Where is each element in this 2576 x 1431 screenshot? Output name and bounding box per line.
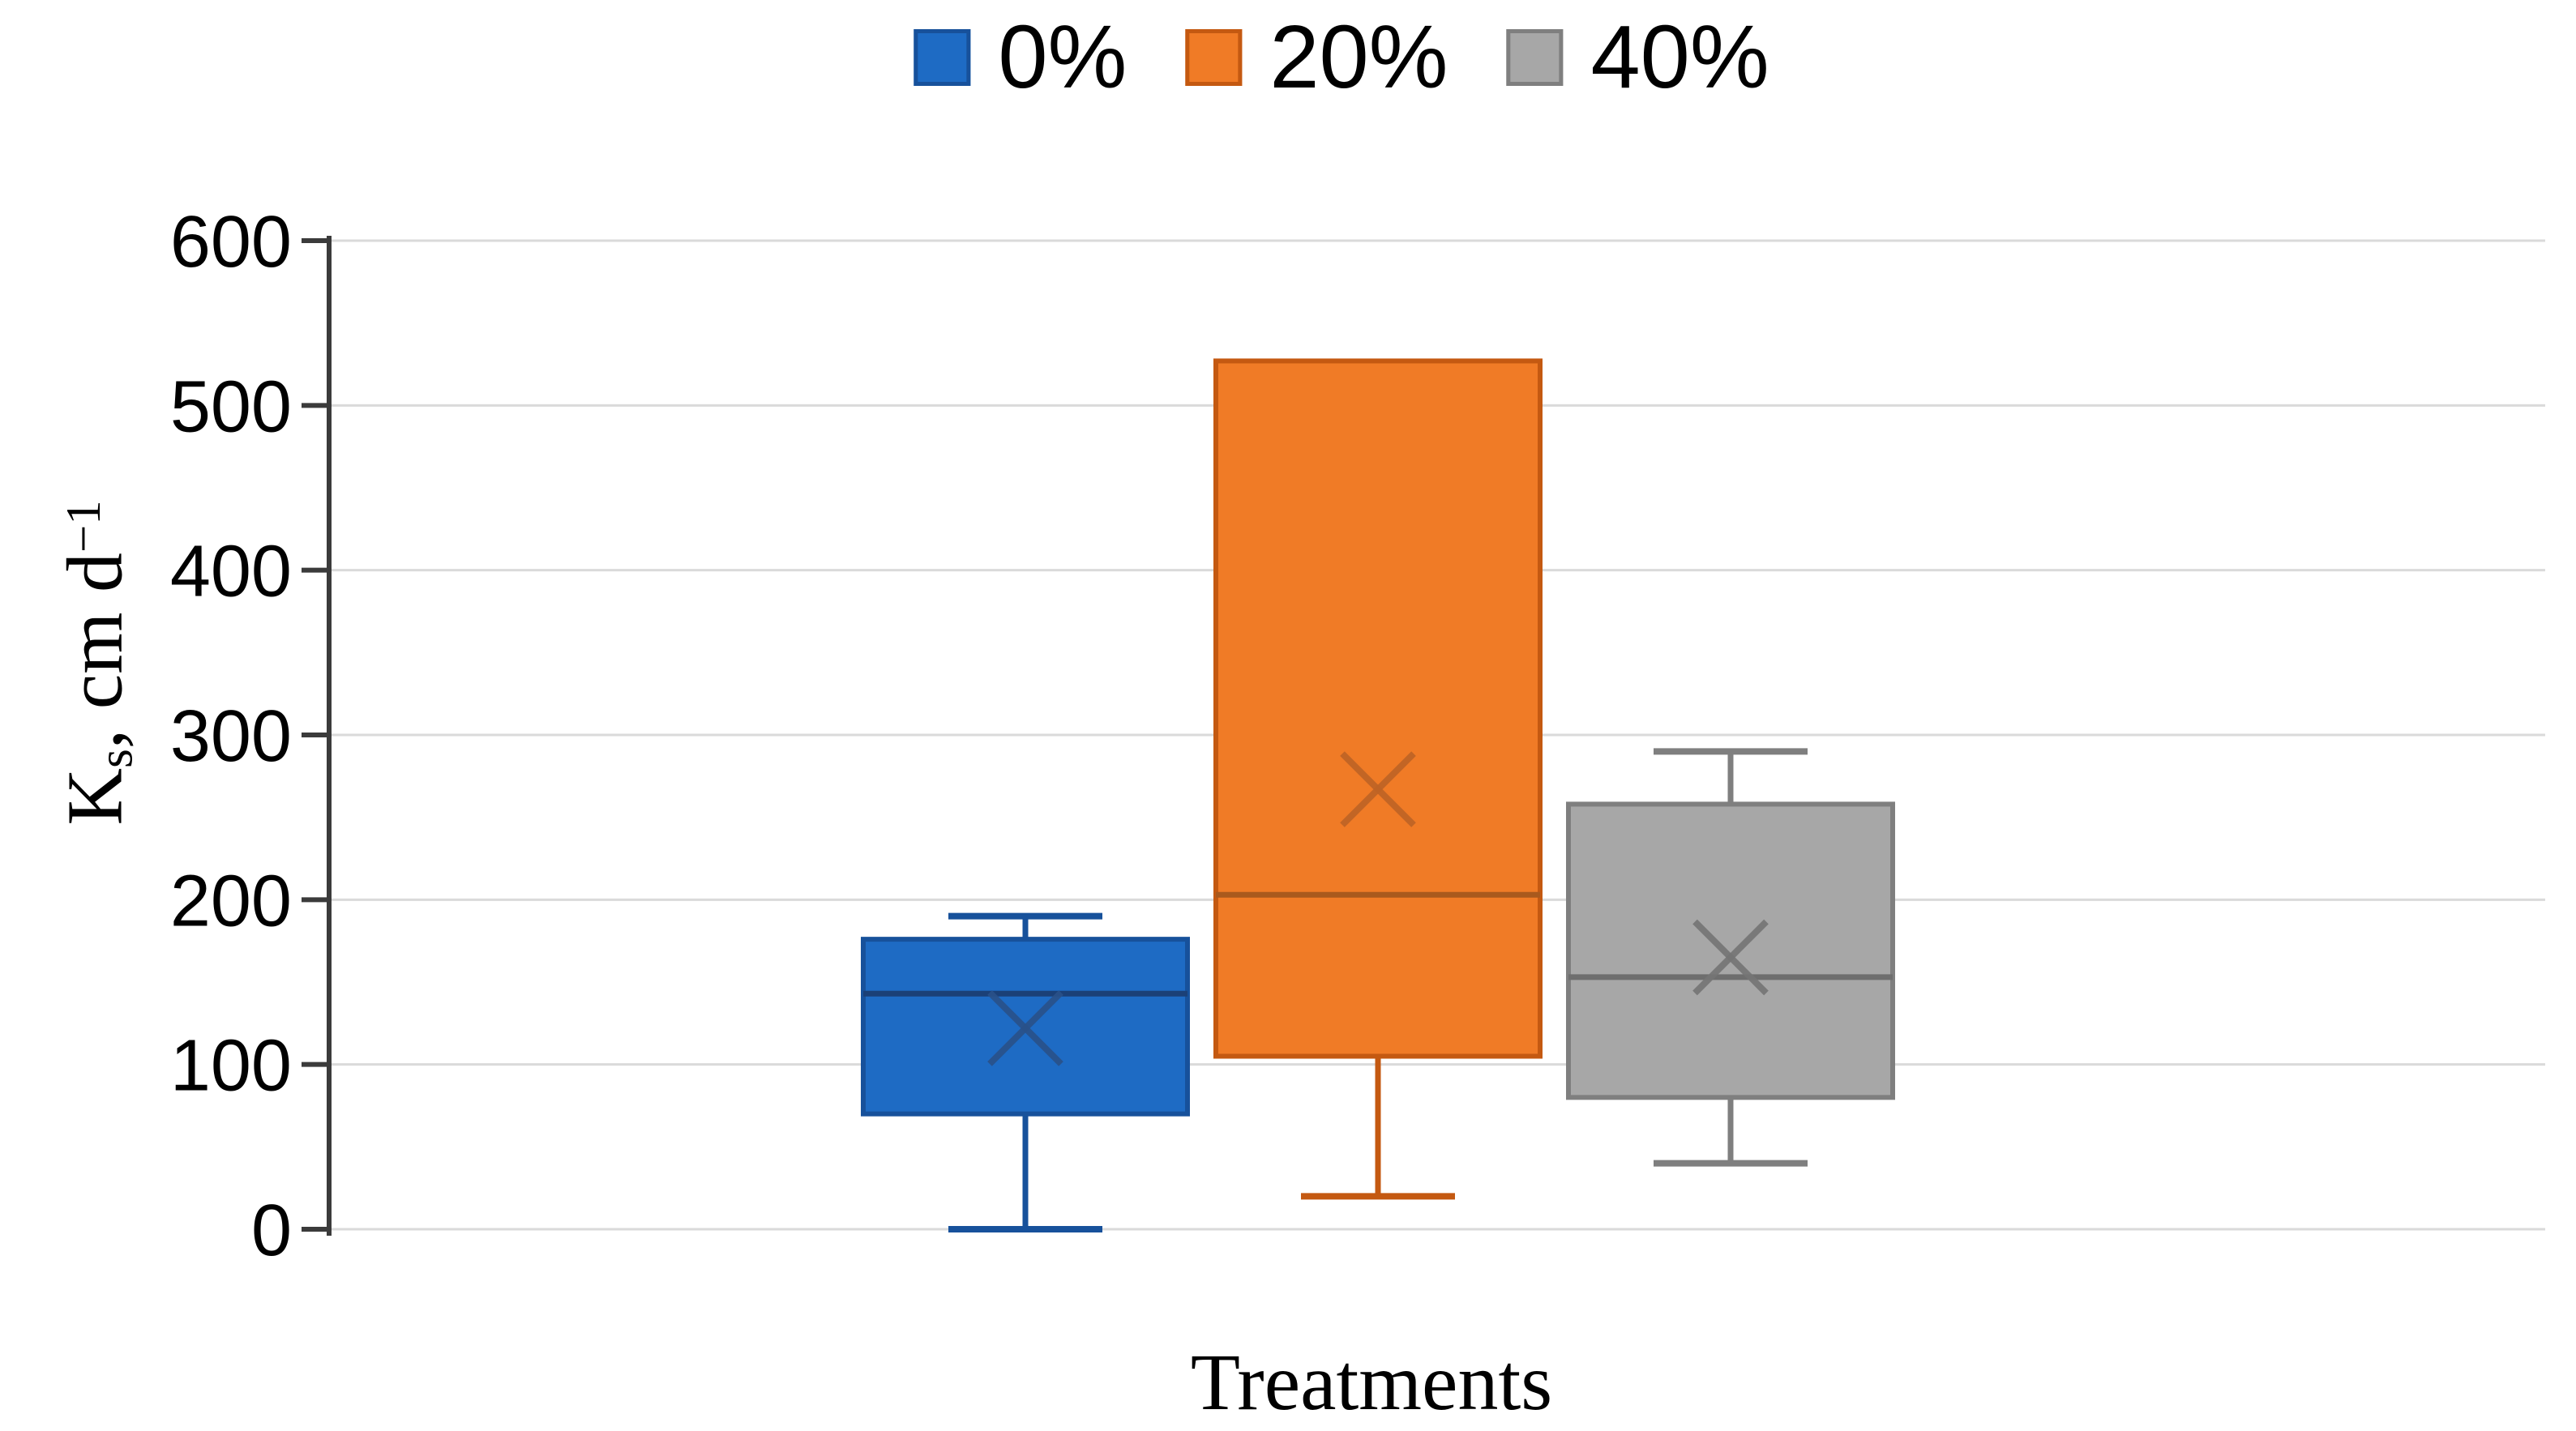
y-axis-title-superscript: −1: [57, 500, 112, 553]
y-tick-label-300: 300: [170, 696, 292, 777]
box-0%: [861, 937, 1190, 1117]
y-tick-label-400: 400: [170, 532, 292, 613]
y-axis-title-units: , cm d: [51, 552, 139, 750]
y-axis-title: Ks, cm d−1: [50, 500, 145, 825]
y-axis-title-subscript: s: [88, 749, 143, 768]
legend-item-0%: 0%: [914, 13, 1127, 102]
y-tick-label-600: 600: [170, 202, 292, 283]
legend-label-40%: 40%: [1590, 7, 1769, 107]
mean-marker-40%: [1692, 919, 1769, 996]
legend-swatch-0%: [914, 29, 971, 86]
legend-item-20%: 20%: [1185, 13, 1448, 102]
chart-legend: 0% 20% 40%: [914, 13, 1769, 102]
y-axis-title-symbol: K: [51, 767, 139, 826]
legend-item-40%: 40%: [1506, 13, 1769, 102]
y-tick-label-100: 100: [170, 1026, 292, 1107]
x-axis-title: Treatments: [1190, 1337, 1553, 1427]
legend-swatch-20%: [1185, 29, 1243, 86]
box-40%: [1566, 801, 1895, 1100]
legend-label-20%: 20%: [1269, 7, 1448, 107]
box-20%: [1213, 358, 1543, 1059]
legend-label-0%: 0%: [998, 7, 1128, 107]
legend-swatch-40%: [1506, 29, 1564, 86]
y-tick-label-200: 200: [170, 861, 292, 942]
y-tick-label-500: 500: [170, 366, 292, 447]
mean-marker-0%: [987, 990, 1063, 1066]
y-tick-label-0: 0: [251, 1190, 292, 1271]
mean-marker-20%: [1340, 751, 1416, 827]
